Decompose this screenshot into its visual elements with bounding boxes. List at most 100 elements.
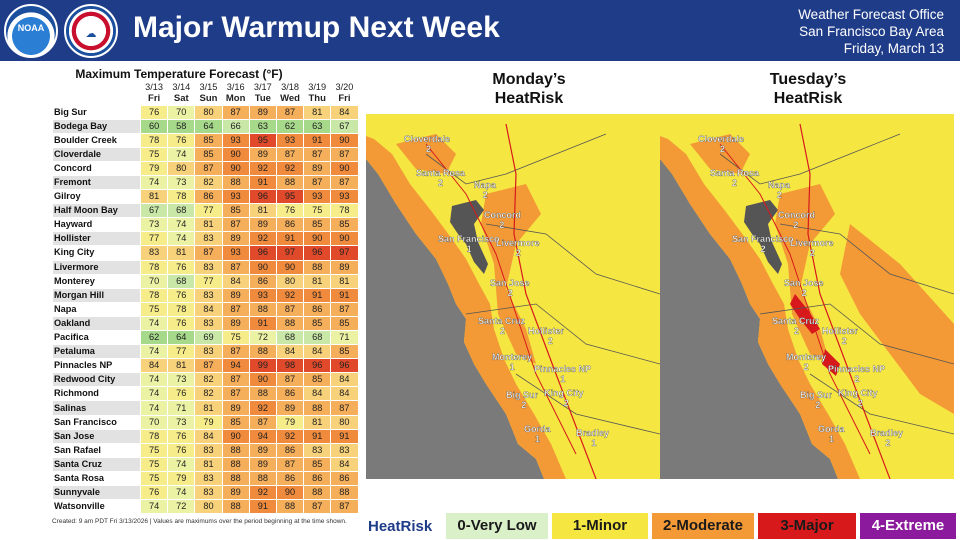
city-label: San Francisco [438,234,500,244]
day-header: Sat [173,93,189,105]
temp-cell: 88 [330,485,359,501]
inland-moderate-zone [775,184,835,364]
temp-cell: 84 [303,344,332,360]
temp-cell: 71 [330,329,359,346]
temp-cell: 88 [275,499,305,515]
city-name: Redwood City [52,372,141,388]
heatrisk-value: 2 [815,400,820,410]
temp-cell: 89 [221,485,250,501]
heatrisk-value: 1 [467,244,472,254]
temp-cell: 92 [248,160,277,176]
city-label: Concord [484,210,521,220]
temp-cell: 88 [221,442,250,458]
day-header: Mon [225,93,246,105]
city-name: Santa Cruz [52,456,141,472]
temp-cell: 95 [275,189,305,205]
date-header: 3/15 [199,81,218,92]
temp-cell: 90 [248,372,277,388]
day-header: Sun [199,93,218,105]
temp-cell: 85 [194,146,223,162]
major-zone-south [822,349,840,376]
table-row: Fremont 74 73 82 88 91 88 87 87 [52,174,359,191]
city-name: Hollister [52,231,141,247]
temp-cell: 89 [248,104,277,120]
temp-cell: 68 [275,329,305,346]
temp-cell: 74 [167,485,196,501]
monday-map-title: Monday’s HeatRisk [414,70,644,108]
temp-cell: 85 [330,315,359,332]
temp-cell: 75 [139,442,169,458]
temp-cell: 86 [275,442,305,458]
temp-cell: 85 [221,414,250,430]
temp-cell: 74 [167,217,196,233]
county-line [759,303,954,365]
temperature-table: 3/13 3/14 3/15 3/16 3/17 3/18 3/19 3/20 Fri Sat S… [52,81,359,515]
highway-line [799,123,891,479]
temp-cell: 83 [194,442,223,458]
temp-cell: 84 [139,358,169,374]
temp-cell: 74 [167,231,196,247]
temp-cell: 87 [330,400,359,416]
city-name: Cloverdale [52,146,141,162]
temp-cell: 81 [194,456,223,472]
temp-cell: 68 [303,329,332,346]
temp-cell: 89 [221,231,250,247]
legend-item: 1-Minor [552,513,648,539]
county-line [719,133,901,185]
temp-cell: 76 [167,287,196,303]
temp-cell: 94 [248,428,277,444]
city-name: Richmond [52,386,141,402]
temp-cell: 84 [330,104,359,120]
date-header: 3/17 [253,81,272,92]
temp-cell: 78 [167,189,196,205]
city-name: Oakland [52,315,141,332]
temp-cell: 89 [221,315,250,332]
temp-cell: 78 [139,287,169,303]
temp-cell: 81 [330,273,359,289]
city-label: San Francisco [732,234,794,244]
temp-cell: 64 [167,329,196,346]
temp-cell: 89 [248,146,277,162]
city-label: Bradley [576,428,609,438]
temp-cell: 84 [330,386,359,402]
table-row: Boulder Creek 78 76 85 93 95 93 91 90 [52,132,359,148]
city-name: Livermore [52,259,141,275]
heatrisk-value: 2 [804,362,809,372]
temp-cell: 87 [194,160,223,176]
heatrisk-value: 2 [483,190,488,200]
temp-cell: 84 [330,456,359,472]
heatrisk-value: 2 [858,398,863,408]
temp-cell: 75 [139,456,169,472]
temp-cell: 68 [167,203,196,219]
heatrisk-value: 2 [794,326,799,336]
day-header: Fri [338,93,351,105]
temp-cell: 80 [330,414,359,430]
temp-cell: 86 [275,386,305,402]
temp-cell: 91 [248,499,277,515]
date-header: 3/20 [335,81,354,92]
temp-cell: 88 [221,456,250,472]
city-label: Pinnacles NP [828,364,885,374]
temp-cell: 87 [275,372,305,388]
temp-cell: 73 [167,174,196,191]
tuesday-title-line1: Tuesday’s [769,71,847,88]
major-zone-north [790,294,820,334]
temp-cell: 89 [275,400,305,416]
temp-cell: 87 [221,386,250,402]
heatrisk-value: 1 [560,374,565,384]
temp-cell: 88 [248,470,277,487]
legend-item: 4-Extreme [860,513,956,539]
temp-cell: 83 [194,259,223,275]
monday-heatrisk-map: Cloverdale 2 Santa Rosa 2 Napa 2 Concord 2 San F… [366,114,660,479]
temp-cell: 81 [248,203,277,219]
city-label: Hollister [822,326,859,336]
city-name: Napa [52,301,141,317]
date-header: 3/14 [172,81,191,92]
highway-line [505,123,597,479]
temp-cell: 85 [303,217,332,233]
temp-cell: 92 [248,485,277,501]
temp-cell: 87 [303,146,332,162]
temp-cell: 84 [194,428,223,444]
table-row: Bodega Bay 60 58 64 66 63 62 63 67 [52,118,359,134]
temp-cell: 71 [167,400,196,416]
